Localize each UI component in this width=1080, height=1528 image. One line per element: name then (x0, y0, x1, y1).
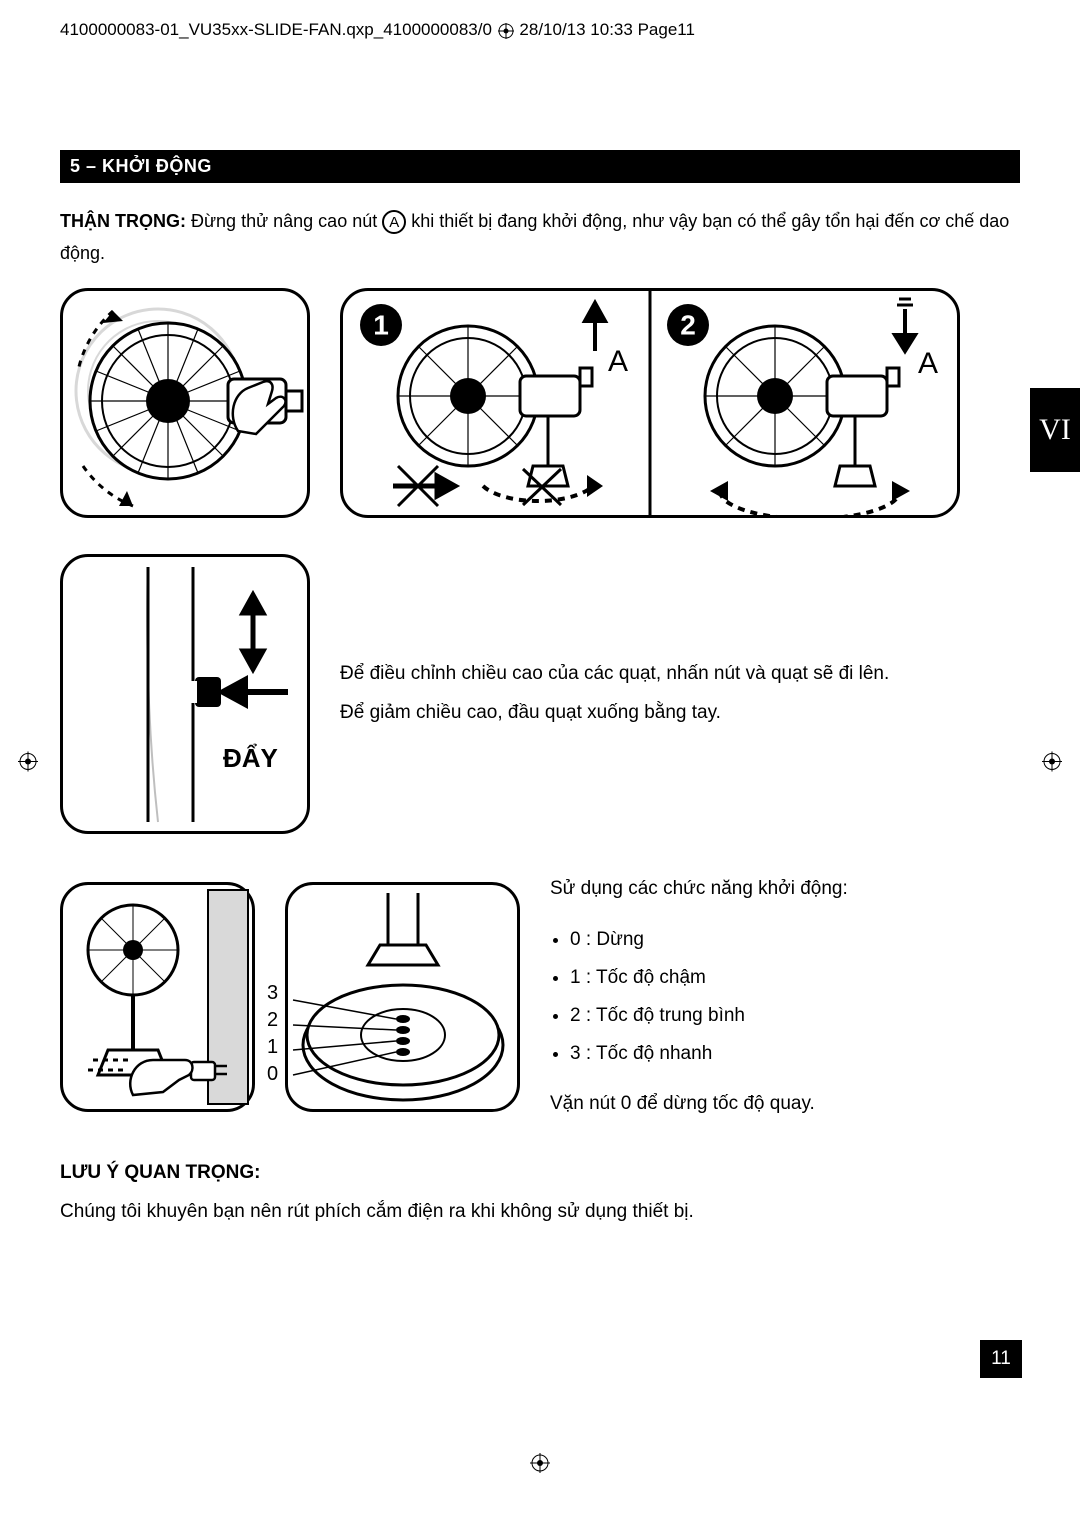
section-number: 5 (70, 156, 81, 176)
speed-label-3: 3 (267, 982, 278, 1005)
figure-tilt (60, 288, 310, 518)
speed-list: 0 : Dừng 1 : Tốc độ chậm 2 : Tốc độ trun… (550, 921, 1020, 1073)
figure-speed-base (285, 882, 520, 1112)
important-note: LƯU Ý QUAN TRỌNG: Chúng tôi khuyên bạn n… (60, 1154, 1020, 1232)
crop-mark-bottom (530, 1453, 550, 1478)
caution-text-before: Đừng thử nâng cao nút (191, 211, 382, 231)
page-number: 11 (980, 1340, 1022, 1378)
speed-label-0: 0 (267, 1063, 278, 1086)
section-dash: – (81, 156, 103, 176)
button-a-icon: A (382, 210, 406, 234)
speed-outro: Vặn nút 0 để dừng tốc độ quay. (550, 1085, 1020, 1124)
section-title-text: KHỞI ĐỘNG (102, 156, 212, 176)
speed-item-1: 1 : Tốc độ chậm (570, 959, 1020, 997)
label-a-right: A (918, 347, 938, 380)
height-instructions: Để điều chỉnh chiều cao của các quạt, nh… (340, 655, 1020, 733)
speed-label-1: 1 (267, 1036, 278, 1059)
crop-header-left: 4100000083-01_VU35xx-SLIDE-FAN.qxp_41000… (60, 20, 492, 39)
caution-paragraph: THẬN TRỌNG: Đừng thử nâng cao nút A khi … (60, 205, 1020, 270)
step-1-label: 1 (373, 309, 389, 340)
speed-item-2: 2 : Tốc độ trung bình (570, 997, 1020, 1035)
note-text: Chúng tôi khuyên bạn nên rút phích cắm đ… (60, 1201, 694, 1222)
speed-item-0: 0 : Dừng (570, 921, 1020, 959)
speed-label-2: 2 (267, 1009, 278, 1032)
label-a-left: A (608, 345, 628, 378)
crop-mark-left (18, 752, 38, 777)
height-line-2: Để giảm chiều cao, đầu quạt xuống bằng t… (340, 694, 1020, 733)
speed-intro: Sử dụng các chức năng khởi động: (550, 870, 1020, 909)
note-label: LƯU Ý QUAN TRỌNG: (60, 1162, 260, 1183)
crop-header-right: 28/10/13 10:33 Page11 (519, 20, 695, 39)
speed-item-3: 3 : Tốc độ nhanh (570, 1035, 1020, 1073)
step-2-label: 2 (680, 309, 696, 340)
figure-oscillate: 1 (340, 288, 960, 518)
crop-mark-right (1042, 752, 1062, 777)
push-label: ĐẨY (223, 743, 278, 774)
registration-mark-icon (497, 22, 515, 40)
crop-header: 4100000083-01_VU35xx-SLIDE-FAN.qxp_41000… (60, 20, 1020, 40)
section-title-bar: 5 – KHỞI ĐỘNG (60, 150, 1020, 183)
speed-instructions: Sử dụng các chức năng khởi động: 0 : Dừn… (550, 870, 1020, 1124)
figure-height: ĐẨY (60, 554, 310, 834)
figure-unplug (60, 882, 255, 1112)
language-tab: VI (1030, 388, 1080, 472)
height-line-1: Để điều chỉnh chiều cao của các quạt, nh… (340, 655, 1020, 694)
caution-label: THẬN TRỌNG: (60, 211, 186, 231)
